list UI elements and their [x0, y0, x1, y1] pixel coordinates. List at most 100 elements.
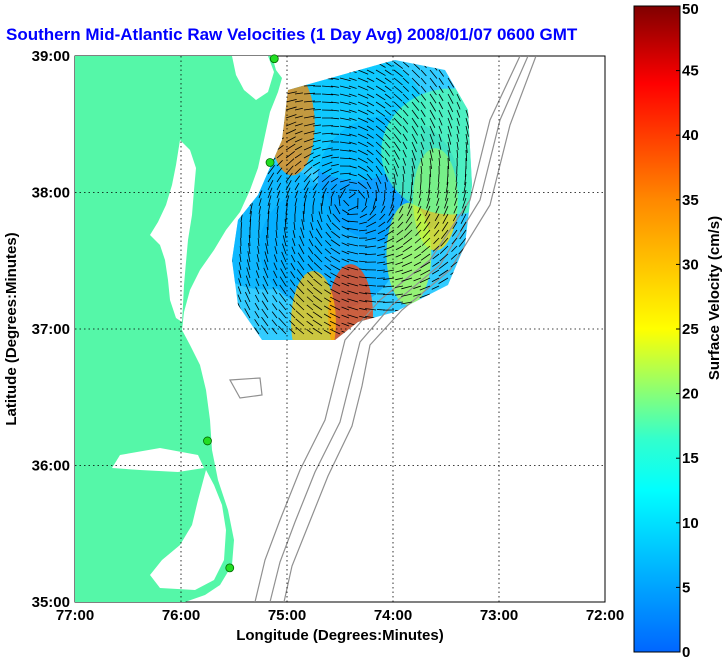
vector-arrow — [348, 109, 357, 113]
vector-arrow — [339, 184, 350, 191]
colorbar-tick-label: 25 — [682, 321, 699, 338]
vector-arrow — [264, 251, 269, 263]
vector-arrow — [434, 213, 440, 222]
vector-arrow — [366, 109, 375, 115]
vector-arrow — [316, 219, 323, 231]
vector-arrow — [419, 277, 431, 284]
x-tick-label: 76:00 — [162, 607, 200, 624]
vector-arrow — [347, 314, 359, 319]
vector-arrow — [312, 147, 321, 151]
colorbar-tick-label: 50 — [682, 1, 699, 18]
vector-arrow — [453, 205, 458, 214]
vector-arrow — [384, 117, 392, 124]
vector-arrow — [447, 117, 453, 129]
vector-arrow — [321, 85, 333, 88]
vector-arrow — [341, 306, 350, 311]
vector-arrow — [237, 294, 242, 303]
vector-arrow — [330, 117, 340, 120]
vector-arrow — [341, 258, 350, 263]
y-axis-label: Latitude (Degrees:Minutes) — [3, 232, 20, 425]
vector-arrow — [292, 230, 296, 239]
vector-arrow — [348, 173, 357, 177]
vector-arrow — [285, 114, 297, 119]
vector-arrow — [429, 77, 437, 87]
vector-arrow — [420, 117, 426, 126]
vector-arrow — [450, 253, 458, 260]
vector-arrow — [293, 222, 296, 231]
radar-sites — [203, 54, 279, 573]
x-tick-label: 75:00 — [268, 607, 306, 624]
vector-arrow — [383, 261, 395, 266]
vector-arrow — [321, 168, 332, 175]
vector-arrow — [330, 85, 339, 88]
vector-arrow — [267, 172, 275, 183]
vector-arrow — [326, 223, 332, 231]
vector-arrow — [429, 109, 436, 120]
vector-arrow — [312, 176, 319, 183]
velocity-cell — [232, 163, 336, 290]
vector-arrow — [420, 85, 427, 93]
vector-arrow — [393, 157, 400, 169]
vector-arrow — [447, 77, 455, 88]
vector-arrow — [339, 117, 351, 121]
vector-arrow — [375, 181, 380, 193]
vector-arrow — [375, 101, 386, 109]
vector-arrow — [318, 211, 323, 223]
vector-arrow — [452, 213, 458, 222]
vector-arrow — [431, 269, 440, 275]
vector-arrow — [267, 165, 275, 175]
vector-arrow — [359, 229, 368, 232]
vector-arrow — [348, 133, 357, 137]
vector-arrow — [395, 277, 404, 281]
vector-arrow — [285, 128, 297, 135]
vector-arrow — [341, 274, 350, 279]
vector-arrow — [396, 237, 404, 243]
vector-arrow — [347, 298, 359, 303]
vector-arrow — [440, 237, 449, 247]
vector-arrow — [447, 125, 452, 137]
vector-arrow — [347, 290, 359, 295]
vector-arrow — [303, 166, 313, 175]
vector-arrow — [427, 189, 431, 201]
vector-arrow — [443, 205, 449, 217]
vector-arrow — [365, 300, 377, 303]
vector-arrow — [402, 77, 410, 84]
vector-arrow — [282, 235, 287, 247]
vector-arrow — [438, 77, 444, 85]
vector-arrow — [464, 173, 467, 185]
vector-arrow — [384, 109, 392, 116]
vector-arrow — [366, 157, 374, 164]
vector-arrow — [420, 133, 425, 142]
vector-arrow — [314, 245, 323, 255]
y-axis: 35:00 36:00 37:00 38:00 39:00 — [32, 48, 70, 611]
vector-arrow — [329, 296, 341, 303]
vector-arrow — [294, 175, 301, 183]
vector-arrow — [411, 157, 416, 169]
vector-arrow — [438, 269, 449, 277]
vector-arrow — [343, 199, 350, 207]
vector-arrow — [415, 221, 422, 229]
vector-arrow — [334, 204, 341, 215]
vector-arrow — [254, 294, 260, 303]
vector-arrow — [238, 278, 242, 287]
vector-arrow — [384, 125, 392, 132]
y-tick-label: 36:00 — [32, 458, 70, 475]
vector-arrow — [395, 253, 404, 258]
vector-arrow — [348, 192, 356, 199]
vector-arrow — [303, 92, 315, 95]
vector-arrow — [465, 117, 470, 129]
vector-arrow — [375, 109, 386, 117]
vector-arrow — [438, 93, 444, 102]
vector-arrow — [289, 320, 296, 327]
vector-arrow — [312, 183, 318, 191]
vector-arrow — [358, 252, 368, 255]
vector-arrow — [321, 101, 334, 103]
vector-arrow — [379, 213, 386, 221]
vector-arrow — [366, 173, 373, 181]
vector-arrow — [341, 250, 350, 255]
vector-arrow — [283, 227, 287, 239]
vector-arrow — [303, 145, 315, 151]
vector-arrow — [404, 221, 413, 231]
vector-arrow — [267, 187, 273, 199]
vector-arrow — [393, 133, 402, 143]
